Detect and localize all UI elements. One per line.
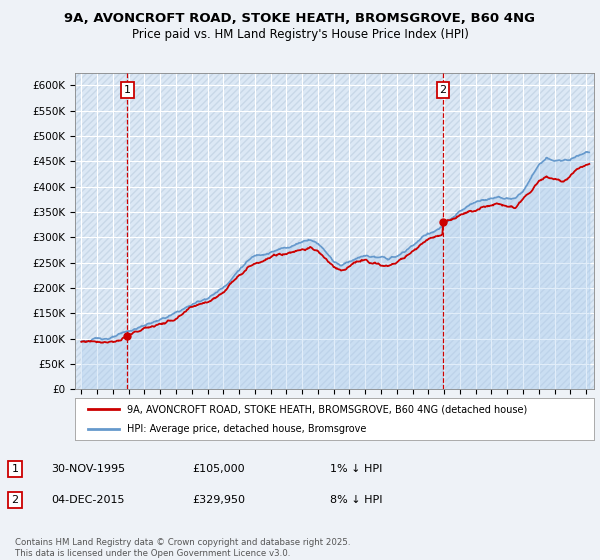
Text: 04-DEC-2015: 04-DEC-2015 [51,495,125,505]
Text: 1% ↓ HPI: 1% ↓ HPI [330,464,382,474]
Text: Contains HM Land Registry data © Crown copyright and database right 2025.
This d: Contains HM Land Registry data © Crown c… [15,538,350,558]
Text: 30-NOV-1995: 30-NOV-1995 [51,464,125,474]
Text: 9A, AVONCROFT ROAD, STOKE HEATH, BROMSGROVE, B60 4NG: 9A, AVONCROFT ROAD, STOKE HEATH, BROMSGR… [65,12,536,25]
Text: £105,000: £105,000 [192,464,245,474]
Text: £329,950: £329,950 [192,495,245,505]
Text: 2: 2 [439,85,446,95]
Text: 1: 1 [11,464,19,474]
Text: 2: 2 [11,495,19,505]
Text: 8% ↓ HPI: 8% ↓ HPI [330,495,383,505]
Text: 9A, AVONCROFT ROAD, STOKE HEATH, BROMSGROVE, B60 4NG (detached house): 9A, AVONCROFT ROAD, STOKE HEATH, BROMSGR… [127,404,527,414]
Text: 1: 1 [124,85,131,95]
Text: Price paid vs. HM Land Registry's House Price Index (HPI): Price paid vs. HM Land Registry's House … [131,28,469,41]
Text: HPI: Average price, detached house, Bromsgrove: HPI: Average price, detached house, Brom… [127,424,366,434]
